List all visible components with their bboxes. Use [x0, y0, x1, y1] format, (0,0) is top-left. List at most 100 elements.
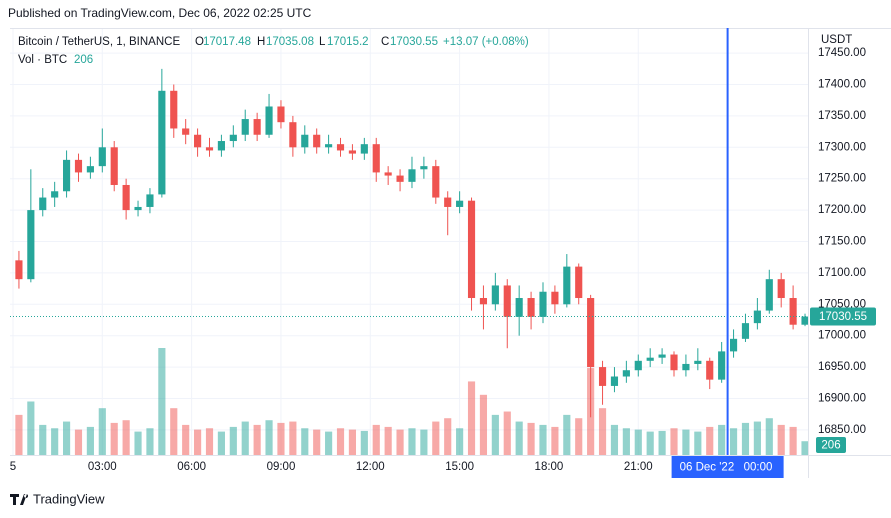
candle-body	[384, 172, 392, 176]
y-tick-label: 17100.00	[818, 267, 866, 279]
candle-body	[432, 166, 440, 198]
volume-bar	[765, 418, 773, 455]
candle-body	[396, 175, 404, 182]
volume-bar	[241, 421, 249, 455]
volume-bar	[325, 431, 333, 455]
candle-body	[194, 134, 202, 148]
candles	[10, 68, 809, 418]
x-tick-label: 12:00	[356, 461, 385, 473]
candle-body	[265, 106, 273, 135]
legend-l: L	[319, 36, 326, 48]
volume-bar	[217, 431, 225, 455]
y-tick-label: 17300.00	[818, 141, 866, 153]
legend-h-value: 17035.08	[266, 36, 314, 48]
volume-bar	[122, 420, 130, 455]
volume-bar	[801, 441, 809, 455]
published-note: Published on TradingView.com, Dec 06, 20…	[8, 6, 312, 20]
crosshair-label-box	[671, 456, 784, 478]
candle-body	[301, 134, 309, 148]
candle-body	[598, 367, 607, 386]
candle-body	[98, 147, 106, 167]
volume-bar	[98, 408, 106, 455]
candle-body	[765, 279, 773, 311]
legend-o: O	[195, 36, 204, 48]
volume-bar	[718, 424, 726, 455]
volume-bar	[444, 418, 452, 455]
candle-body	[670, 354, 678, 371]
volume-bar	[372, 424, 380, 455]
volume-bar	[670, 428, 678, 455]
candle-body	[336, 144, 345, 151]
legend-o-value: 17017.48	[203, 36, 251, 48]
volume-bar	[646, 431, 654, 455]
volume-bar	[789, 426, 797, 455]
logo-icon	[10, 494, 29, 505]
volume-bar	[610, 424, 619, 455]
candle-body	[634, 360, 642, 371]
candle-body	[718, 351, 726, 380]
y-tick-label: 17200.00	[818, 204, 866, 216]
candle-body	[63, 159, 71, 192]
volume-bar	[27, 401, 35, 455]
legend-c-value: 17030.55	[390, 36, 438, 48]
last-price-label: 17030.55	[819, 311, 867, 323]
candle-body	[289, 122, 297, 148]
volume-bar	[39, 424, 47, 455]
candle-body	[467, 200, 476, 299]
y-tick-label: 16950.00	[818, 361, 866, 373]
candle-body	[39, 197, 47, 211]
volume-bar	[503, 411, 511, 455]
x-tick-label: 21:00	[624, 461, 653, 473]
legend-c: C	[381, 36, 389, 48]
candle-body	[205, 147, 214, 151]
candle-body	[408, 169, 416, 182]
volume-bar	[694, 431, 702, 455]
candle-body	[694, 360, 702, 364]
volume-bar	[682, 429, 690, 455]
candle-body	[182, 128, 190, 135]
volume-bar	[777, 424, 785, 455]
candle-body	[789, 298, 797, 325]
volume-bar	[86, 426, 94, 455]
price-axis-bg	[808, 28, 891, 478]
candle-body	[622, 370, 630, 377]
crosshair-date: 06 Dec '22	[680, 462, 735, 474]
candle-body	[551, 291, 559, 305]
volume-bar	[515, 421, 523, 455]
x-tick-label: 09:00	[267, 461, 296, 473]
y-tick-label: 16900.00	[818, 393, 866, 405]
candle-body	[729, 338, 738, 352]
candle-body	[682, 363, 690, 371]
candle-body	[110, 147, 118, 185]
volume-bar	[491, 414, 499, 455]
candle-body	[360, 144, 368, 154]
volume-bar	[729, 428, 738, 455]
volume-bar	[622, 428, 630, 455]
candle-body	[229, 134, 237, 142]
volume-bar	[277, 422, 285, 455]
candle-body	[658, 354, 666, 358]
candle-body	[277, 106, 285, 123]
candle-body	[777, 279, 785, 299]
candle-body	[527, 298, 535, 317]
legend-h: H	[257, 36, 265, 48]
candle-body	[420, 166, 428, 170]
logo-text: TradingView	[33, 491, 105, 506]
volume-bar	[432, 421, 440, 455]
y-tick-label: 17400.00	[818, 79, 866, 91]
y-tick-label: 17150.00	[818, 236, 866, 248]
candle-body	[74, 159, 83, 173]
candle-body	[170, 90, 178, 129]
volume-bar	[63, 421, 71, 455]
volume-bar	[420, 429, 428, 455]
currency: USDT	[821, 34, 852, 46]
volume-bar	[253, 424, 261, 455]
volume-bar	[134, 431, 142, 455]
candle-body	[253, 119, 261, 135]
axes: 16850.00 16900.00 16950.00 17000.00 17050.00…	[10, 47, 866, 473]
volume-bar	[182, 424, 190, 455]
candle-body	[741, 323, 750, 339]
candle-body	[539, 291, 547, 317]
